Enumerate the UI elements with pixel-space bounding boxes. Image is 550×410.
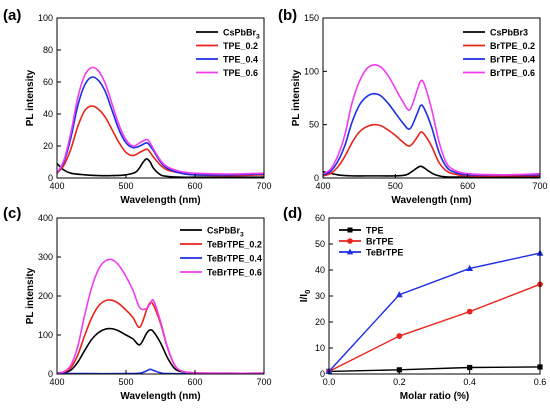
legend-label: TeBrTPE_0.4: [207, 254, 262, 264]
x-tick-label: 500: [388, 181, 403, 191]
y-tick-label: 60: [315, 213, 325, 223]
x-tick-label: 400: [49, 377, 64, 387]
axes-frame: [56, 17, 265, 179]
chart-panel-1: (a) 400 500 600 700 0 20 40 60 80 100 Wavelength (n…: [3, 7, 272, 206]
y-tick-label: 300: [38, 252, 53, 262]
y-tick-label: 60: [43, 77, 53, 87]
legend-label: BrTPE: [366, 237, 394, 247]
y-tick-label: 0: [48, 173, 53, 183]
legend-label: TeBrTPE_0.6: [207, 268, 262, 278]
y-tick-label: 100: [38, 330, 53, 340]
y-tick-label: 40: [315, 265, 325, 275]
legend-label: TeBrTPE_0.2: [207, 240, 262, 250]
panel-label: (b): [278, 7, 297, 24]
x-axis-title: Molar ratio (%): [400, 391, 469, 402]
legend-marker: [346, 248, 354, 255]
data-point: [466, 308, 473, 315]
y-tick-label: 20: [43, 141, 53, 151]
series-line-2: [322, 123, 540, 177]
y-tick-label: 100: [38, 13, 53, 23]
series-line-1: [56, 327, 265, 375]
legend-label: BrTPE_0.6: [490, 68, 535, 78]
y-tick-label: 400: [38, 213, 53, 223]
series-line-4: [56, 66, 265, 175]
y-tick-label: 0: [314, 173, 319, 183]
y-tick-label: 20: [315, 317, 325, 327]
y-tick-label: 40: [43, 109, 53, 119]
legend-label: BrTPE_0.4: [490, 55, 535, 65]
x-axis-title: Wavelength (nm): [391, 195, 471, 206]
y-tick-label: 200: [38, 291, 53, 301]
x-tick-label: 400: [49, 181, 64, 191]
series-line-1: [328, 366, 541, 373]
chart-panel-4: (d) 0.0 0.2 0.4 0.6 0 10 20 30 40 50 60 Molar ratio …: [283, 205, 546, 402]
series-line-1: [322, 165, 540, 178]
x-axis-title: Wavelength (nm): [120, 195, 200, 206]
series-line-4: [322, 64, 541, 176]
series-line-2: [328, 283, 541, 373]
x-tick-label: 0.0: [323, 377, 336, 387]
y-tick-label: 0: [320, 369, 325, 379]
x-tick-label: 400: [315, 181, 330, 191]
panel-label: (d): [283, 205, 302, 222]
series-line-3: [322, 92, 540, 176]
y-tick-label: 50: [315, 239, 325, 249]
data-point: [396, 333, 403, 339]
x-tick-label: 700: [532, 181, 547, 191]
series-line-2: [56, 105, 265, 177]
data-point: [396, 367, 402, 373]
y-tick-label: 80: [43, 45, 53, 55]
legend-marker: [347, 238, 353, 244]
chart-panel-3: (c) 400 500 600 700 0 100 200 300 400 Wavelength (…: [3, 205, 272, 402]
x-tick-label: 600: [460, 181, 475, 191]
legend: CsPbBr3 BrTPE_0.2 BrTPE_0.4 BrTPE_0.6: [463, 28, 535, 78]
axes-frame: [322, 17, 541, 179]
x-axis-title: Wavelength (nm): [120, 391, 200, 402]
x-tick-label: 700: [256, 181, 271, 191]
y-tick-label: 100: [304, 66, 319, 76]
legend-marker: [347, 227, 353, 233]
x-tick-label: 700: [256, 377, 271, 387]
x-tick-label: 500: [118, 181, 133, 191]
series-line-3: [56, 76, 265, 176]
y-axis-title: PL intensity: [25, 267, 36, 324]
series-line-2: [56, 299, 265, 375]
series-line-4: [56, 258, 265, 375]
data-point: [467, 364, 473, 371]
x-tick-label: 0.4: [463, 377, 476, 387]
panel-label: (c): [3, 205, 21, 222]
x-tick-label: 0.6: [534, 377, 547, 387]
y-tick-label: 10: [315, 343, 325, 353]
x-tick-label: 500: [118, 377, 133, 387]
data-point: [466, 264, 474, 272]
legend-label: BrTPE_0.2: [490, 41, 535, 51]
legend-label: CsPbBr3: [223, 28, 260, 41]
chart-panel-2: (b) 400 500 600 700 0 50 100 150 Wavelength (nm) P…: [278, 7, 548, 206]
legend-label: CsPbBr3: [207, 226, 244, 239]
legend-label: TPE_0.2: [223, 41, 258, 51]
legend-label: TPE_0.4: [223, 55, 258, 65]
y-tick-label: 150: [304, 13, 319, 23]
data-point: [395, 291, 403, 298]
x-tick-label: 0.2: [393, 377, 406, 387]
y-tick-label: 0: [48, 369, 53, 379]
y-axis-title: PL intensity: [25, 69, 36, 126]
panel-label: (a): [3, 7, 21, 24]
series-line-3: [328, 252, 541, 372]
legend-label: CsPbBr3: [490, 28, 528, 38]
series-line-1: [56, 158, 264, 179]
legend-label: TeBrTPE: [366, 248, 403, 258]
x-tick-label: 600: [187, 181, 202, 191]
y-axis-title: I/I0: [299, 290, 312, 303]
y-axis-title: PL intensity: [291, 69, 302, 126]
y-tick-label: 30: [315, 291, 325, 301]
legend-label: TPE: [366, 226, 384, 236]
y-tick-label: 50: [309, 120, 319, 130]
x-tick-label: 600: [187, 377, 202, 387]
legend-label: TPE_0.6: [223, 68, 258, 78]
